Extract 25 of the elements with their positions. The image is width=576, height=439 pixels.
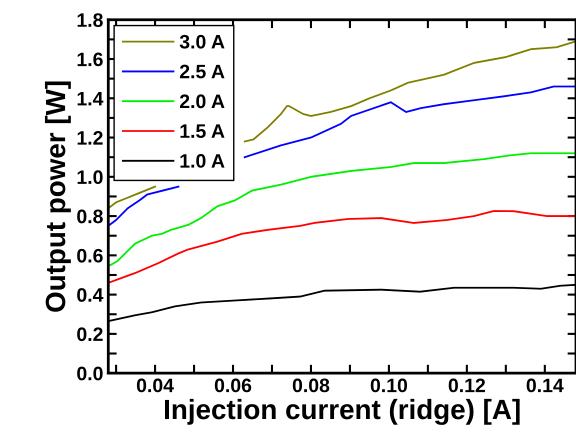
legend-label: 2.5 A — [180, 64, 224, 78]
y-tick-label: 1.6 — [78, 52, 103, 66]
x-tick-label: 0.04 — [136, 378, 174, 392]
x-tick-label: 0.06 — [214, 378, 252, 392]
y-tick-label: 1.4 — [78, 92, 104, 106]
y-tick-label: 0.2 — [77, 327, 103, 342]
x-tick-label: 0.12 — [448, 378, 486, 392]
y-axis-title: Output power [W] — [44, 82, 71, 312]
y-tick-label: 1.2 — [78, 131, 103, 145]
line-series — [108, 210, 576, 284]
y-tick-label: 1.8 — [78, 13, 103, 27]
x-tick-label: 0.08 — [292, 378, 330, 392]
line-series — [109, 152, 576, 266]
y-tick-label: 0.4 — [77, 288, 104, 302]
x-axis-title: Injection current (ridge) [A] — [165, 398, 520, 425]
x-tick-label: 0.14 — [526, 378, 564, 392]
legend-label: 3.0 A — [180, 34, 224, 49]
y-tick-label: 0.0 — [77, 366, 103, 380]
legend-label: 2.0 A — [180, 94, 224, 108]
y-tick-label: 1.0 — [78, 170, 103, 184]
legend-label: 1.5 A — [180, 124, 224, 138]
y-tick-label: 0.8 — [77, 210, 103, 224]
x-tick-label: 0.10 — [370, 378, 408, 392]
y-tick-label: 0.6 — [77, 248, 103, 263]
legend-label: 1.0 A — [180, 154, 224, 168]
